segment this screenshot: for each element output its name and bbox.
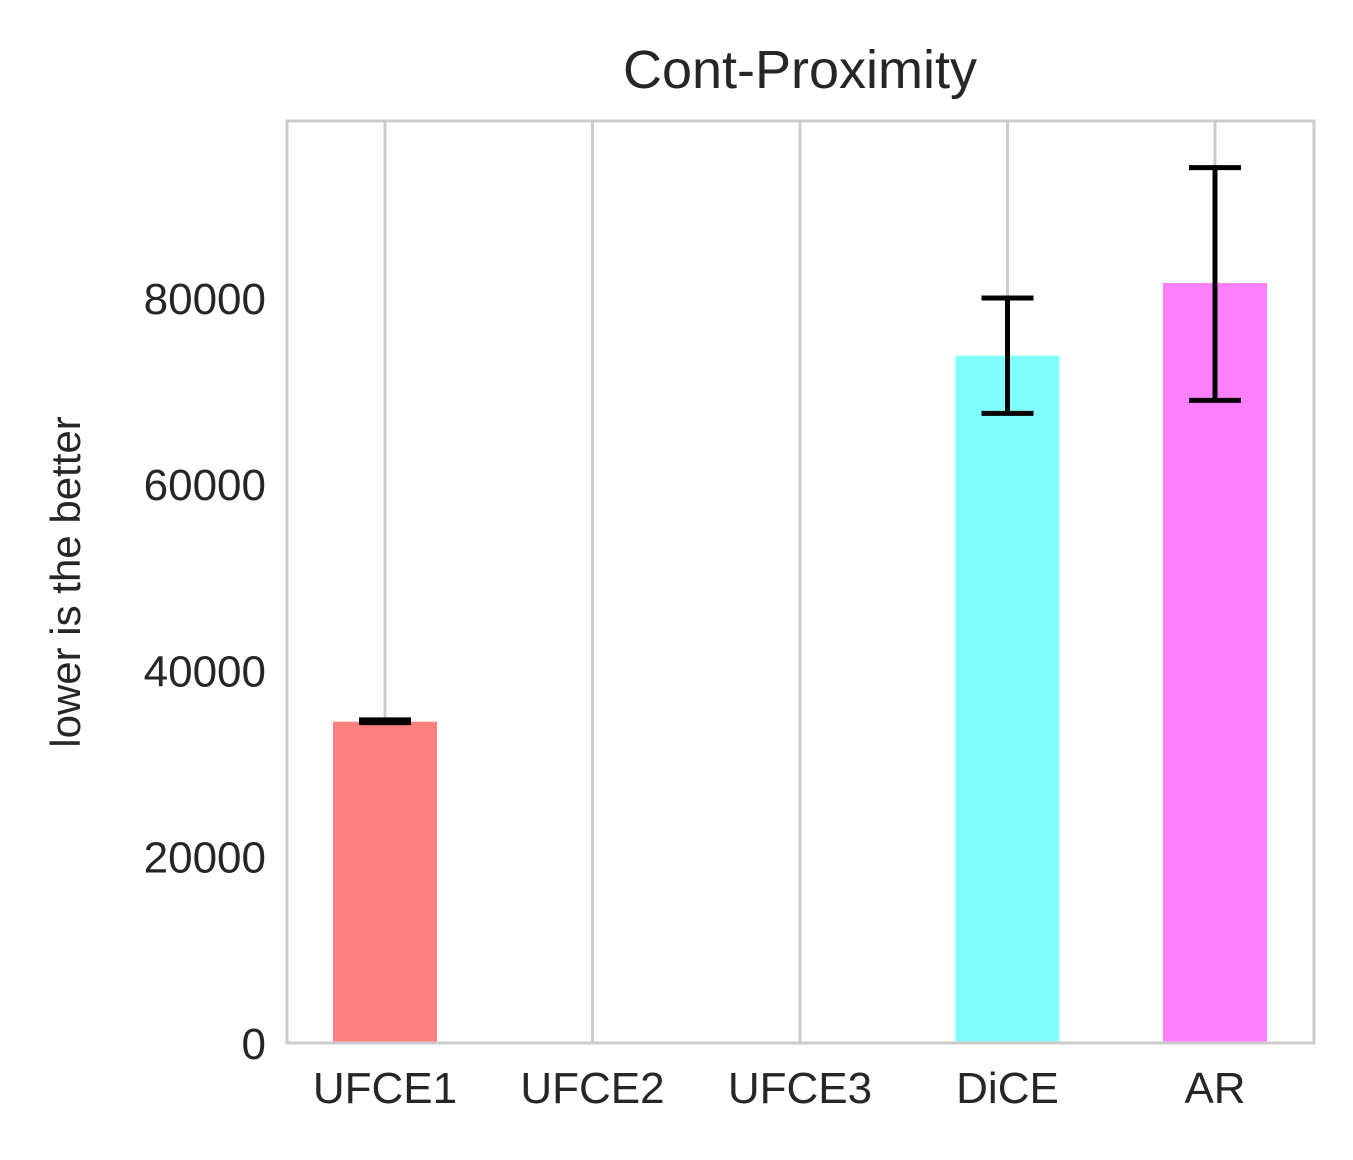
plot-frame	[285, 119, 1316, 1045]
x-tick-label-ufce1: UFCE1	[313, 1064, 457, 1113]
chart-title: Cont-Proximity	[623, 40, 977, 100]
y-tick-label-80000: 80000	[144, 275, 266, 324]
x-tick-label-ufce3: UFCE3	[728, 1064, 872, 1113]
bars	[333, 283, 1267, 1044]
bar-dice	[955, 355, 1060, 1043]
y-tick-label-0: 0	[242, 1020, 266, 1069]
bar-ar	[1163, 283, 1267, 1044]
x-tick-labels: UFCE1 UFCE2 UFCE3 DiCE AR	[313, 1064, 1246, 1113]
x-tick-label-dice: DiCE	[956, 1064, 1059, 1113]
x-tick-label-ar: AR	[1184, 1064, 1245, 1113]
y-tick-labels: 0 20000 40000 60000 80000	[144, 275, 266, 1069]
x-tick-label-ufce2: UFCE2	[520, 1064, 664, 1113]
y-axis-label: lower is the better	[42, 416, 89, 748]
y-tick-label-20000: 20000	[144, 834, 266, 883]
bar-ufce1	[333, 721, 437, 1043]
y-tick-label-60000: 60000	[144, 461, 266, 510]
error-bars	[359, 165, 1241, 726]
y-tick-label-40000: 40000	[144, 647, 266, 696]
